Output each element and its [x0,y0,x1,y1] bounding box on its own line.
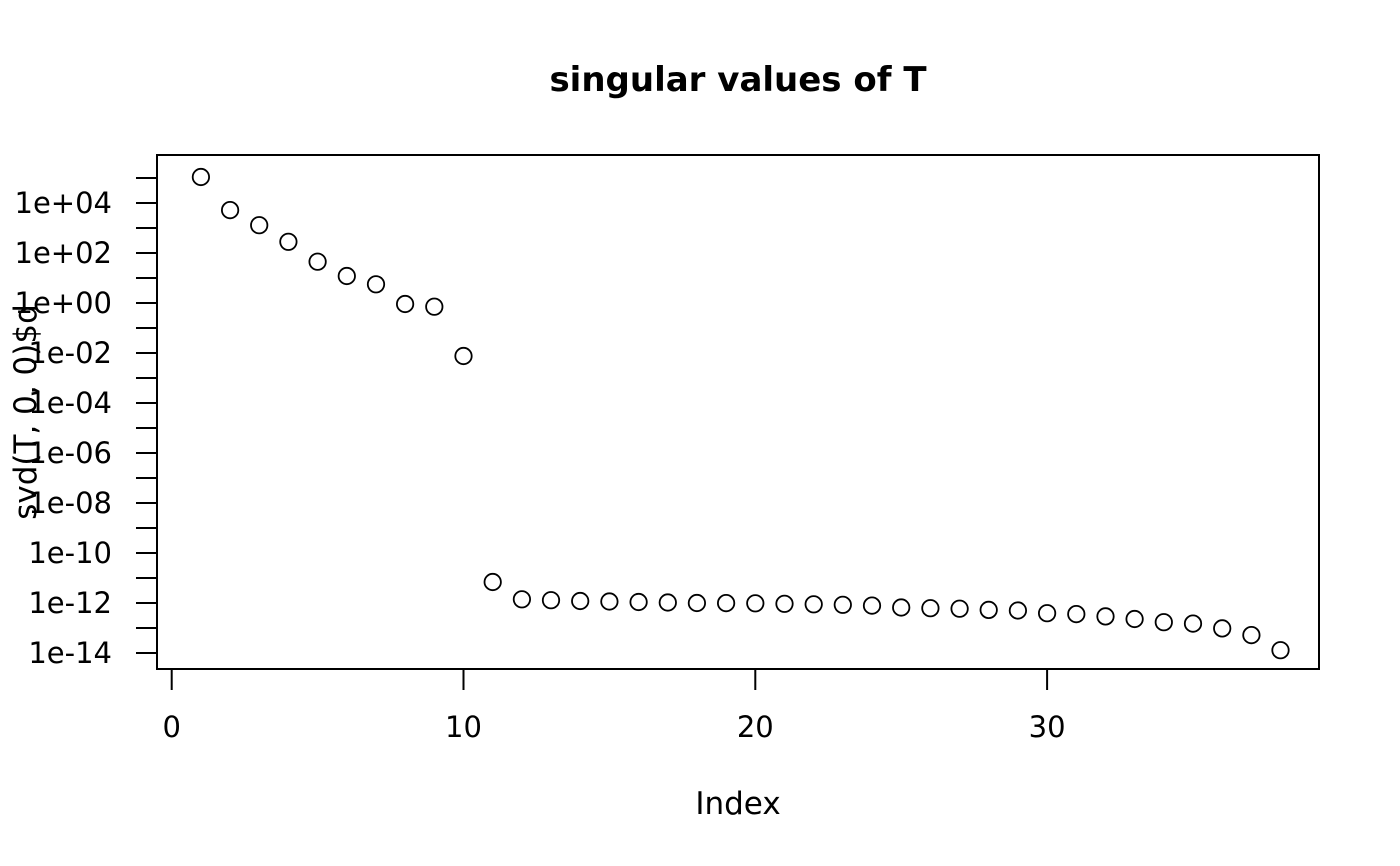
data-point [541,591,561,610]
y-tick-label: 1e-02 [28,336,112,370]
data-point [775,594,794,613]
y-tick-label: 1e-06 [28,436,112,470]
data-point [221,201,240,220]
data-point [395,294,415,314]
data-point [250,216,269,235]
data-point [804,595,823,614]
data-point [1183,614,1203,633]
y-tick-label: 1e-14 [28,636,112,670]
data-point [950,599,969,618]
data-point [1038,604,1057,623]
data-point [337,266,356,286]
data-point [425,297,444,316]
data-point [746,594,765,613]
data-point [1154,613,1173,632]
data-point [483,572,502,592]
plot-box [156,154,1320,670]
data-point [191,167,210,187]
y-tick-label: 1e+04 [15,186,113,220]
data-point [833,595,852,614]
x-tick-label: 0 [162,710,180,744]
y-tick-label: 1e+00 [15,286,113,320]
data-point [454,346,473,366]
y-axis-label: svd(T, 0, 0)$d [8,304,44,520]
data-point [1008,601,1028,620]
data-point [1096,607,1115,626]
data-point [979,600,998,620]
data-point [279,232,298,251]
data-point [1242,625,1261,645]
data-point [1067,604,1086,624]
y-tick-label: 1e-04 [28,386,112,420]
data-point [921,599,940,618]
x-axis-label: Index [695,786,781,822]
y-tick-label: 1e-08 [28,486,112,520]
x-tick-label: 10 [445,710,482,744]
data-point [716,593,736,613]
data-point [687,593,707,613]
y-tick-label: 1e-10 [28,536,112,570]
data-point [629,592,648,612]
data-point [862,596,882,615]
data-point [1125,609,1144,629]
data-point [658,593,677,612]
data-point [308,252,327,271]
data-point [1213,619,1232,638]
chart-title: singular values of T [549,60,927,100]
data-point [1271,641,1290,660]
data-point [366,275,386,294]
data-point [512,590,532,609]
data-point [600,592,619,611]
data-point [571,591,590,611]
data-point [892,598,911,617]
x-tick-label: 20 [737,710,774,744]
x-tick-label: 30 [1029,710,1066,744]
y-tick-label: 1e+02 [15,236,113,270]
y-tick-label: 1e-12 [28,586,112,620]
